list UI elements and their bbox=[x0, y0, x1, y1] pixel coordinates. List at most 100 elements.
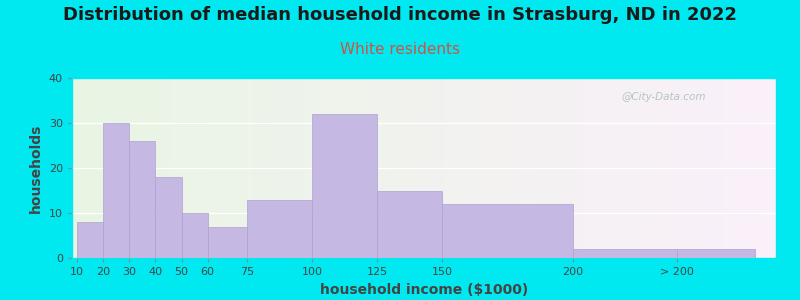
Bar bbox=[685, 78, 688, 258]
Bar bbox=[93, 78, 97, 258]
Bar bbox=[170, 78, 174, 258]
Bar bbox=[315, 78, 318, 258]
Bar bbox=[290, 78, 294, 258]
Text: Distribution of median household income in Strasburg, ND in 2022: Distribution of median household income … bbox=[63, 6, 737, 24]
Bar bbox=[336, 78, 339, 258]
Bar bbox=[653, 78, 656, 258]
Bar bbox=[227, 78, 230, 258]
Bar bbox=[78, 222, 103, 258]
Bar bbox=[558, 78, 562, 258]
Bar bbox=[502, 78, 505, 258]
Bar bbox=[462, 78, 466, 258]
Bar bbox=[251, 78, 255, 258]
Bar bbox=[688, 78, 691, 258]
Bar bbox=[723, 78, 726, 258]
Bar bbox=[730, 78, 734, 258]
Bar bbox=[135, 78, 139, 258]
Bar bbox=[238, 78, 241, 258]
Bar bbox=[758, 78, 762, 258]
Bar bbox=[674, 78, 678, 258]
Bar bbox=[512, 78, 515, 258]
Bar bbox=[273, 78, 276, 258]
Bar bbox=[509, 78, 512, 258]
Bar bbox=[283, 78, 286, 258]
Bar bbox=[751, 78, 755, 258]
Bar bbox=[301, 78, 304, 258]
Bar bbox=[487, 78, 491, 258]
Bar bbox=[160, 78, 163, 258]
Bar bbox=[530, 78, 533, 258]
Bar bbox=[410, 78, 414, 258]
Bar bbox=[399, 78, 403, 258]
Bar bbox=[130, 141, 155, 258]
Bar bbox=[515, 78, 519, 258]
Bar bbox=[614, 78, 618, 258]
Bar bbox=[103, 123, 130, 258]
Bar bbox=[713, 78, 716, 258]
Bar bbox=[241, 78, 245, 258]
Bar bbox=[255, 78, 258, 258]
Bar bbox=[421, 78, 424, 258]
Bar bbox=[554, 78, 558, 258]
Bar bbox=[311, 78, 315, 258]
Bar bbox=[128, 78, 132, 258]
Bar bbox=[206, 78, 210, 258]
Bar bbox=[716, 78, 720, 258]
Bar bbox=[79, 78, 82, 258]
Bar bbox=[139, 78, 142, 258]
Bar bbox=[474, 78, 477, 258]
Bar bbox=[286, 78, 290, 258]
Bar bbox=[505, 78, 509, 258]
Bar bbox=[449, 78, 452, 258]
Bar bbox=[396, 78, 399, 258]
Bar bbox=[146, 78, 150, 258]
Bar bbox=[646, 78, 650, 258]
Bar bbox=[459, 78, 462, 258]
Bar bbox=[498, 78, 502, 258]
Bar bbox=[153, 78, 157, 258]
Bar bbox=[698, 78, 702, 258]
Bar bbox=[276, 78, 280, 258]
Bar bbox=[434, 78, 438, 258]
Bar bbox=[125, 78, 128, 258]
Bar bbox=[333, 78, 336, 258]
Bar bbox=[424, 78, 427, 258]
Bar bbox=[107, 78, 110, 258]
Bar bbox=[182, 213, 207, 258]
Bar bbox=[621, 78, 625, 258]
Bar bbox=[466, 78, 470, 258]
Bar bbox=[677, 249, 755, 258]
Bar bbox=[738, 78, 741, 258]
Bar bbox=[568, 78, 572, 258]
Bar bbox=[210, 78, 213, 258]
Bar bbox=[382, 78, 386, 258]
Bar bbox=[377, 190, 442, 258]
Bar bbox=[246, 200, 312, 258]
Bar bbox=[603, 78, 607, 258]
Bar bbox=[142, 78, 146, 258]
Bar bbox=[258, 78, 262, 258]
Bar bbox=[248, 78, 251, 258]
Bar bbox=[766, 78, 769, 258]
Bar bbox=[269, 78, 273, 258]
Bar bbox=[262, 78, 266, 258]
Bar bbox=[312, 114, 377, 258]
Bar bbox=[118, 78, 122, 258]
Bar bbox=[610, 78, 614, 258]
Bar bbox=[681, 78, 685, 258]
Bar bbox=[650, 78, 653, 258]
Bar bbox=[157, 78, 160, 258]
Bar bbox=[618, 78, 621, 258]
Bar bbox=[762, 78, 766, 258]
Bar bbox=[178, 78, 181, 258]
Bar bbox=[533, 78, 537, 258]
Bar bbox=[202, 78, 206, 258]
Bar bbox=[470, 78, 474, 258]
Bar bbox=[597, 78, 600, 258]
Bar bbox=[114, 78, 118, 258]
Bar bbox=[642, 78, 646, 258]
Bar bbox=[339, 78, 343, 258]
Bar bbox=[110, 78, 114, 258]
Bar bbox=[632, 78, 635, 258]
Bar bbox=[691, 78, 695, 258]
